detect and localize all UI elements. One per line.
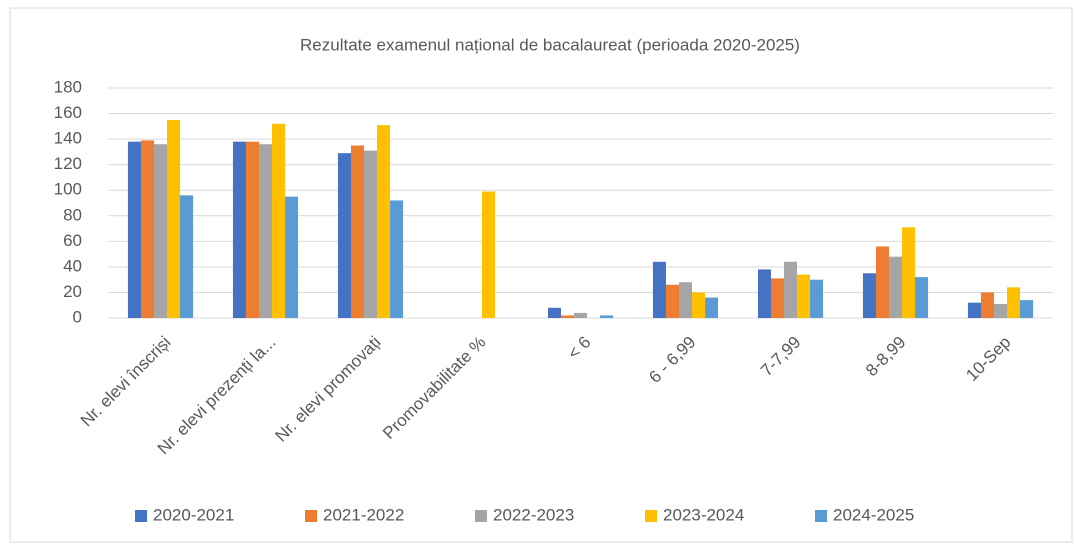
legend-swatch xyxy=(135,510,147,522)
bar xyxy=(285,196,299,318)
bar xyxy=(705,297,719,318)
y-tick-label: 100 xyxy=(54,180,82,199)
bar xyxy=(258,144,273,318)
bar xyxy=(140,140,154,318)
bar xyxy=(272,123,286,319)
bar xyxy=(337,153,351,318)
bar xyxy=(180,195,194,318)
y-tick-label: 160 xyxy=(54,103,82,122)
bar xyxy=(390,200,404,318)
y-tick-label: 60 xyxy=(63,231,82,250)
y-tick-label: 180 xyxy=(54,77,82,96)
legend-label: 2020-2021 xyxy=(153,505,234,524)
legend-swatch xyxy=(815,510,827,522)
legend-label: 2023-2024 xyxy=(663,505,744,524)
legend-label: 2022-2023 xyxy=(493,505,574,524)
bar xyxy=(573,312,588,318)
bar xyxy=(1020,300,1034,318)
y-tick-label: 140 xyxy=(54,129,82,148)
y-tick-label: 40 xyxy=(63,256,82,275)
bar xyxy=(482,191,496,318)
bar xyxy=(153,144,168,318)
bar xyxy=(692,292,706,318)
y-tick-label: 80 xyxy=(63,205,82,224)
bar xyxy=(678,282,693,318)
bar xyxy=(1007,287,1021,318)
bar xyxy=(993,303,1008,318)
legend-swatch xyxy=(305,510,317,522)
bar xyxy=(547,307,561,318)
bar xyxy=(665,284,679,318)
legend-label: 2021-2022 xyxy=(323,505,404,524)
bar xyxy=(757,269,771,318)
bar xyxy=(783,261,798,318)
bar xyxy=(980,292,994,318)
bar xyxy=(350,145,364,318)
legend-swatch xyxy=(645,510,657,522)
y-tick-label: 120 xyxy=(54,154,82,173)
bar xyxy=(377,125,391,318)
bar xyxy=(127,141,141,318)
bar xyxy=(232,141,246,318)
bar xyxy=(245,141,259,318)
bar xyxy=(875,246,889,318)
chart-title: Rezultate examenul național de bacalaure… xyxy=(300,35,800,54)
bar xyxy=(797,274,811,318)
bar xyxy=(652,261,666,318)
bar xyxy=(902,227,916,318)
bar xyxy=(888,256,903,318)
bar xyxy=(600,315,614,318)
bar xyxy=(560,315,574,318)
bar xyxy=(770,278,784,318)
legend-swatch xyxy=(475,510,487,522)
bar xyxy=(915,277,929,318)
legend-label: 2024-2025 xyxy=(833,505,914,524)
y-tick-label: 0 xyxy=(73,307,82,326)
bar xyxy=(862,273,876,318)
bar xyxy=(967,302,981,318)
y-tick-label: 20 xyxy=(63,282,82,301)
bar xyxy=(810,279,824,318)
bar xyxy=(167,119,181,318)
bar xyxy=(363,150,378,318)
